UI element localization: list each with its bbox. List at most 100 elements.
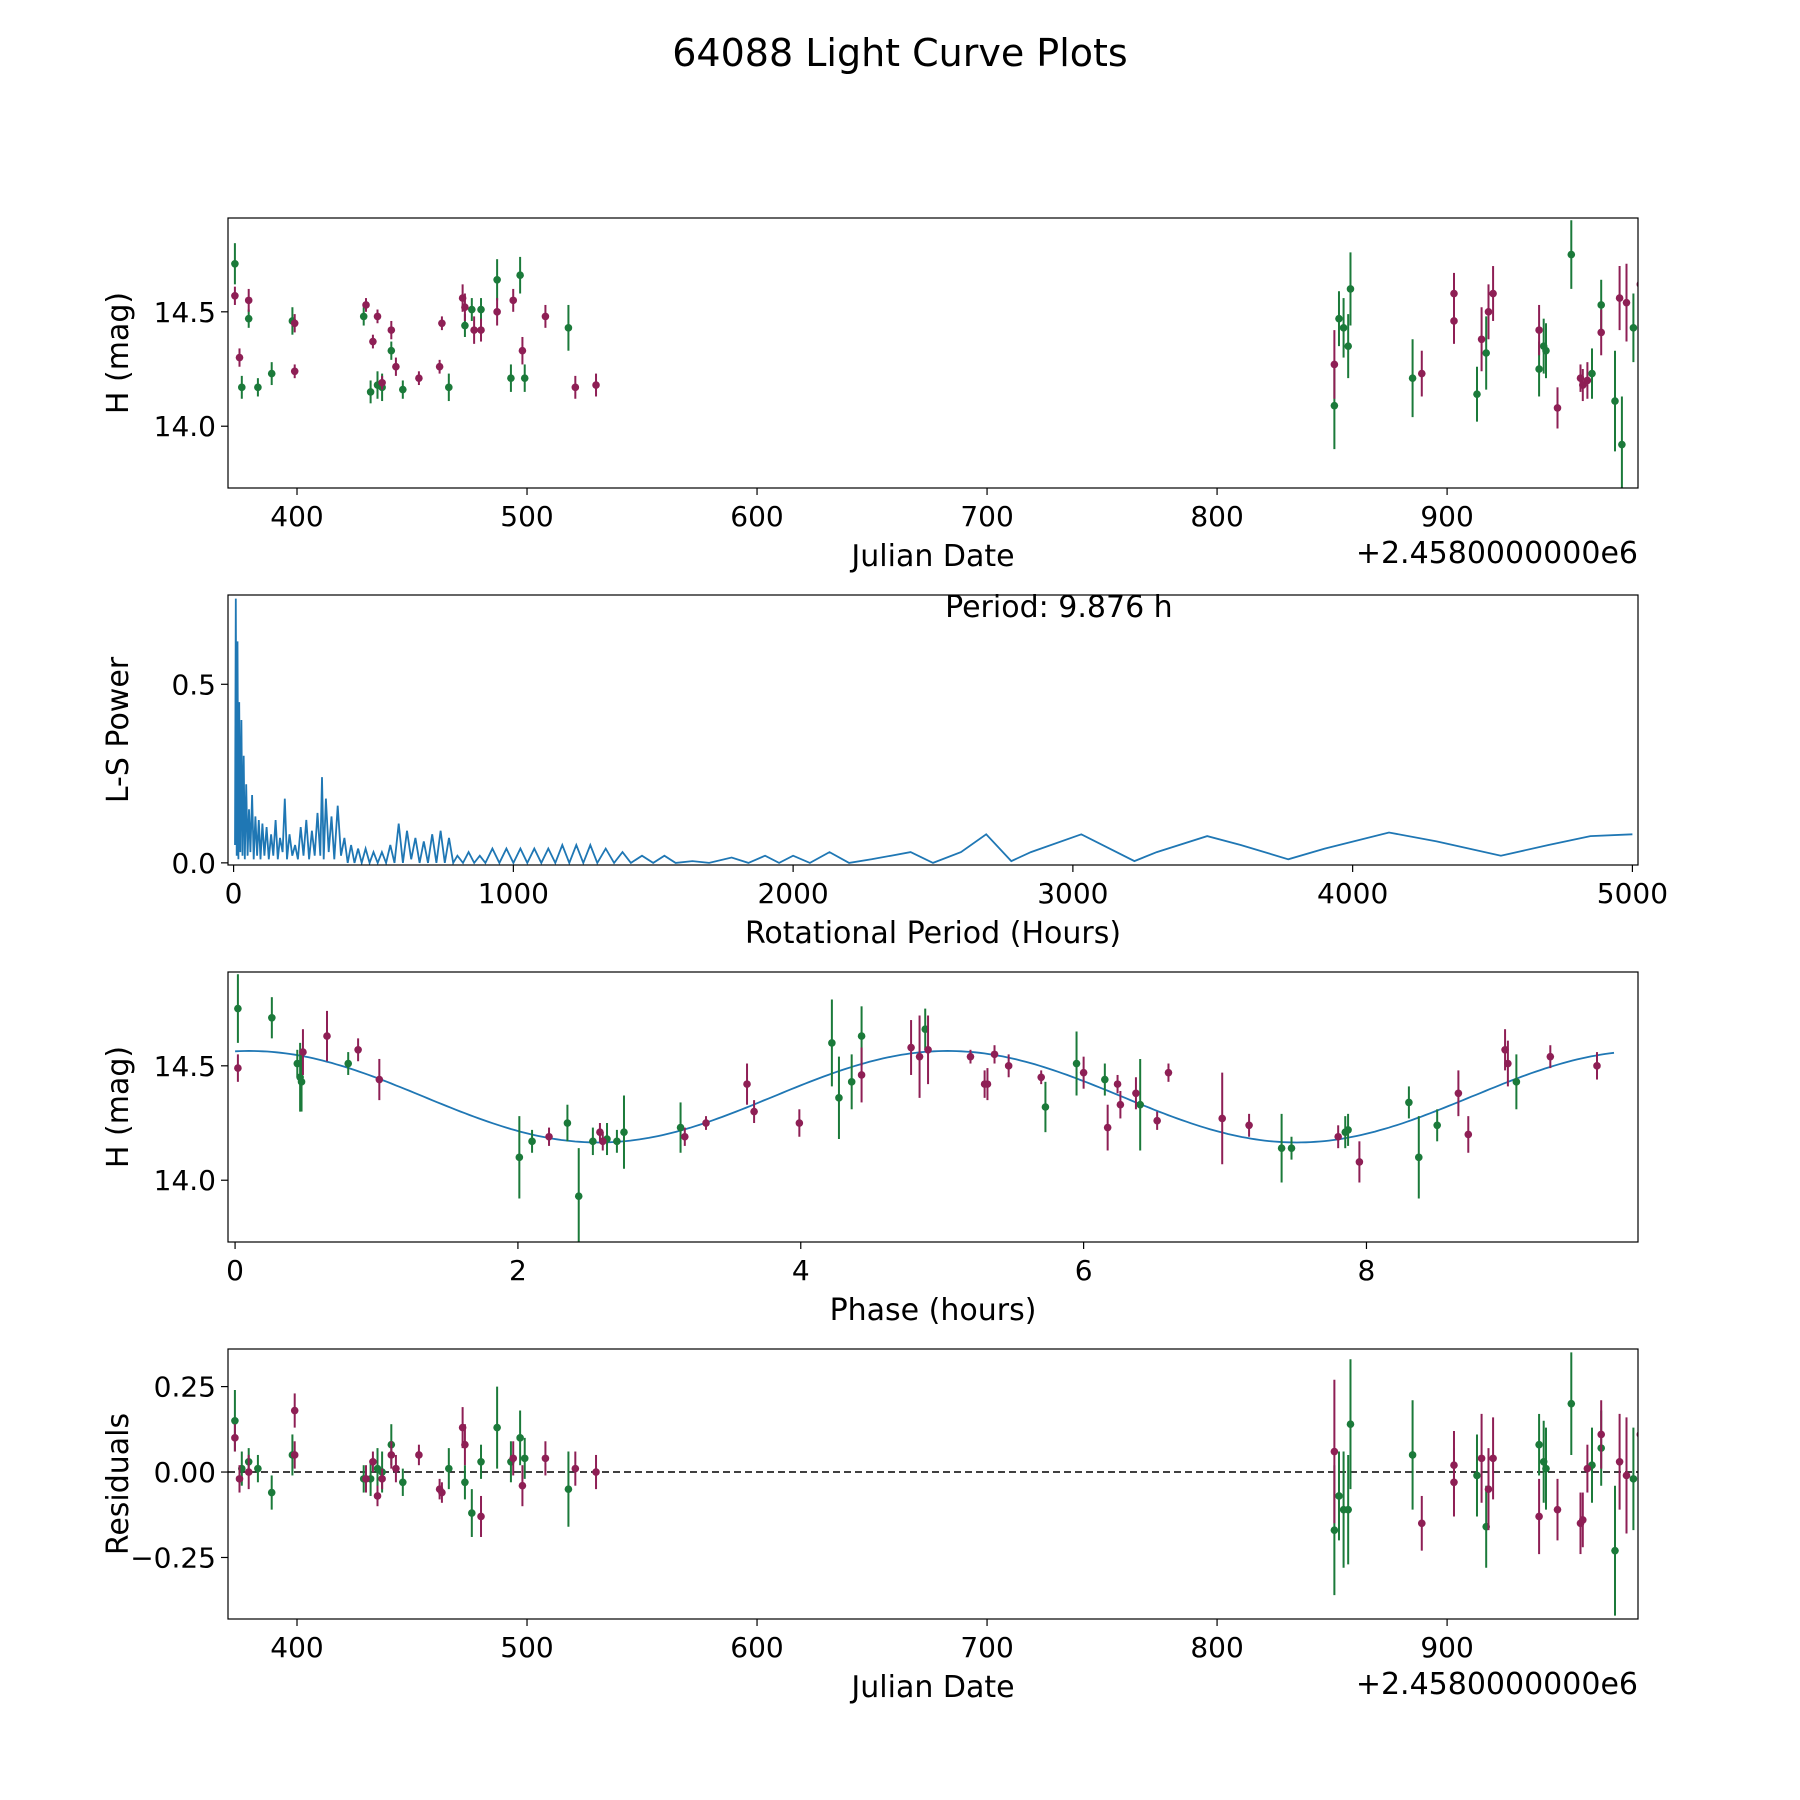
marker: [1041, 1103, 1050, 1111]
data-point-green: [1588, 348, 1596, 399]
y-tick-label: 14.0: [154, 1164, 216, 1197]
data-point-green: [1618, 396, 1626, 488]
data-point-maroon: [598, 1132, 607, 1151]
data-point-green: [1335, 1451, 1343, 1541]
data-point-green: [387, 341, 396, 360]
marker: [1417, 369, 1426, 378]
data-point-maroon: [518, 336, 527, 365]
marker: [231, 1434, 239, 1442]
data-point-maroon: [493, 298, 501, 326]
periodogram-line: [234, 598, 1633, 865]
marker: [399, 385, 407, 394]
marker: [445, 1464, 453, 1473]
x-offset-label: +2.4580000000e6: [1356, 536, 1638, 571]
x-tick-label: 600: [730, 1631, 783, 1664]
marker: [373, 312, 382, 321]
data-point-green: [1408, 339, 1417, 418]
marker: [369, 337, 377, 346]
data-point-maroon: [1037, 1070, 1045, 1085]
data-point-green: [1346, 252, 1355, 326]
data-point-maroon: [1583, 1444, 1592, 1493]
marker: [907, 1043, 915, 1052]
marker: [1567, 250, 1576, 259]
x-tick-label: 500: [500, 1631, 553, 1664]
data-point-green: [445, 373, 453, 402]
marker: [1578, 1516, 1587, 1524]
data-point-maroon: [1417, 350, 1426, 397]
marker: [592, 381, 600, 389]
marker: [857, 1032, 866, 1040]
marker: [1484, 1485, 1493, 1493]
marker: [1132, 1089, 1140, 1098]
subplot-residuals: 400 500 600 700 800 900 0.25 0.00 −0.25 Julian Da…: [101, 1348, 1639, 1705]
data-point-maroon: [1535, 304, 1543, 356]
x-tick-label: 900: [1420, 500, 1473, 533]
data-point-maroon: [1593, 1052, 1601, 1080]
x-tick-label: 8: [1358, 1254, 1376, 1287]
marker: [244, 1468, 253, 1476]
marker: [1330, 1447, 1339, 1456]
data-point-green: [1072, 1031, 1081, 1096]
plot-area-lightcurve: [231, 220, 1638, 488]
data-point-maroon: [1004, 1054, 1013, 1078]
marker: [1464, 1130, 1473, 1139]
data-point-maroon: [966, 1049, 975, 1064]
data-point-green: [268, 997, 276, 1039]
marker: [1417, 1519, 1426, 1528]
data-point-maroon: [461, 1424, 469, 1466]
marker: [857, 1071, 866, 1079]
data-point-green: [1567, 220, 1576, 289]
data-point-maroon: [541, 304, 550, 328]
data-point-green: [847, 1054, 856, 1110]
marker: [592, 1468, 600, 1476]
marker: [354, 1045, 362, 1054]
data-point-green: [1542, 1427, 1550, 1510]
data-point-green: [1567, 1352, 1576, 1455]
marker: [1542, 1464, 1550, 1473]
x-tick-label: 800: [1190, 1631, 1243, 1664]
marker: [1339, 324, 1348, 332]
data-point-maroon: [1615, 266, 1624, 331]
data-point-maroon: [571, 1451, 580, 1486]
data-point-green: [1408, 1400, 1417, 1510]
marker: [1622, 1471, 1631, 1480]
marker: [1535, 1440, 1543, 1449]
marker: [1542, 346, 1550, 355]
data-point-maroon: [1454, 1070, 1463, 1117]
marker: [1535, 1512, 1543, 1521]
plot-area-phased: [234, 974, 1615, 1242]
data-point-maroon: [907, 1020, 915, 1075]
figure-title: 64088 Light Curve Plots: [672, 31, 1127, 75]
data-point-maroon: [1103, 1104, 1112, 1151]
marker: [323, 1032, 331, 1040]
marker: [231, 259, 239, 268]
marker: [234, 1064, 242, 1072]
data-point-maroon: [915, 1015, 924, 1098]
data-point-maroon: [299, 1029, 307, 1075]
data-point-maroon: [1489, 266, 1497, 321]
marker: [392, 1464, 400, 1473]
marker: [507, 374, 515, 382]
data-point-maroon: [244, 288, 253, 312]
subplot-phased: 0 2 4 6 8 14.0 14.5 Phase (hours) H (mag): [101, 971, 1639, 1328]
marker: [461, 1440, 469, 1449]
marker: [1414, 1153, 1423, 1162]
data-point-maroon: [924, 1015, 932, 1085]
marker: [1164, 1068, 1173, 1077]
data-point-maroon: [592, 1454, 600, 1490]
data-point-green: [1473, 1434, 1481, 1517]
marker: [541, 312, 550, 321]
x-tick-label: 4: [792, 1254, 810, 1287]
data-point-maroon: [1245, 1113, 1253, 1137]
data-point-maroon: [1622, 263, 1631, 342]
x-tick-label: 900: [1420, 1631, 1473, 1664]
marker: [1615, 1457, 1624, 1466]
y-tick-label: 0.5: [171, 668, 216, 701]
data-point-green: [254, 378, 262, 397]
data-point-green: [344, 1052, 353, 1075]
marker: [435, 362, 444, 371]
data-point-green: [267, 362, 276, 386]
marker: [966, 1052, 975, 1061]
data-point-maroon: [1164, 1063, 1173, 1082]
